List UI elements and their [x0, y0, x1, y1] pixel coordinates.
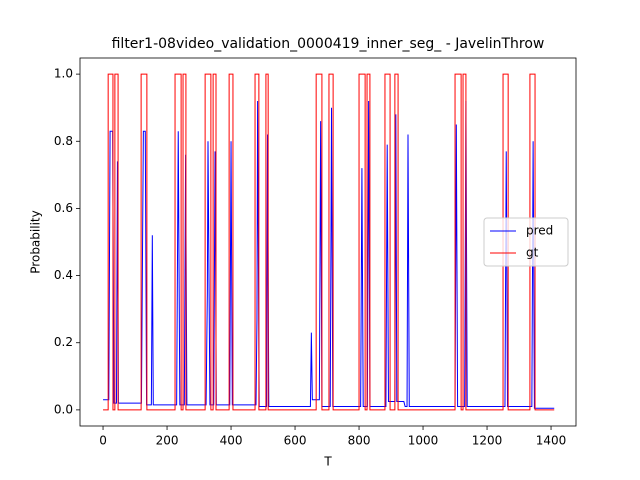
x-tick-label: 1400	[536, 434, 567, 448]
line-series	[103, 100, 555, 409]
y-tick-label: 0.2	[54, 335, 73, 349]
x-tick-label: 600	[284, 434, 307, 448]
legend-label: pred	[526, 224, 553, 238]
x-tick-label: 0	[99, 434, 107, 448]
x-tick-label: 400	[220, 434, 243, 448]
x-tick-label: 1200	[472, 434, 503, 448]
legend-box	[483, 217, 569, 267]
x-tick-label: 200	[156, 434, 179, 448]
y-tick-label: 1.0	[54, 67, 73, 81]
x-axis-label: T	[323, 455, 332, 469]
x-tick-label: 1000	[408, 434, 439, 448]
y-tick-label: 0.0	[54, 402, 73, 416]
y-tick-label: 0.6	[54, 201, 73, 215]
y-tick-label: 0.4	[54, 268, 73, 282]
legend-label: gt	[526, 246, 539, 260]
y-tick-label: 0.8	[54, 134, 73, 148]
line-series	[103, 73, 555, 411]
x-tick-label: 800	[348, 434, 371, 448]
chart-title: filter1-08video_validation_0000419_inner…	[112, 36, 545, 52]
y-axis-label: Probability	[29, 210, 43, 273]
axes-frame	[79, 57, 577, 427]
